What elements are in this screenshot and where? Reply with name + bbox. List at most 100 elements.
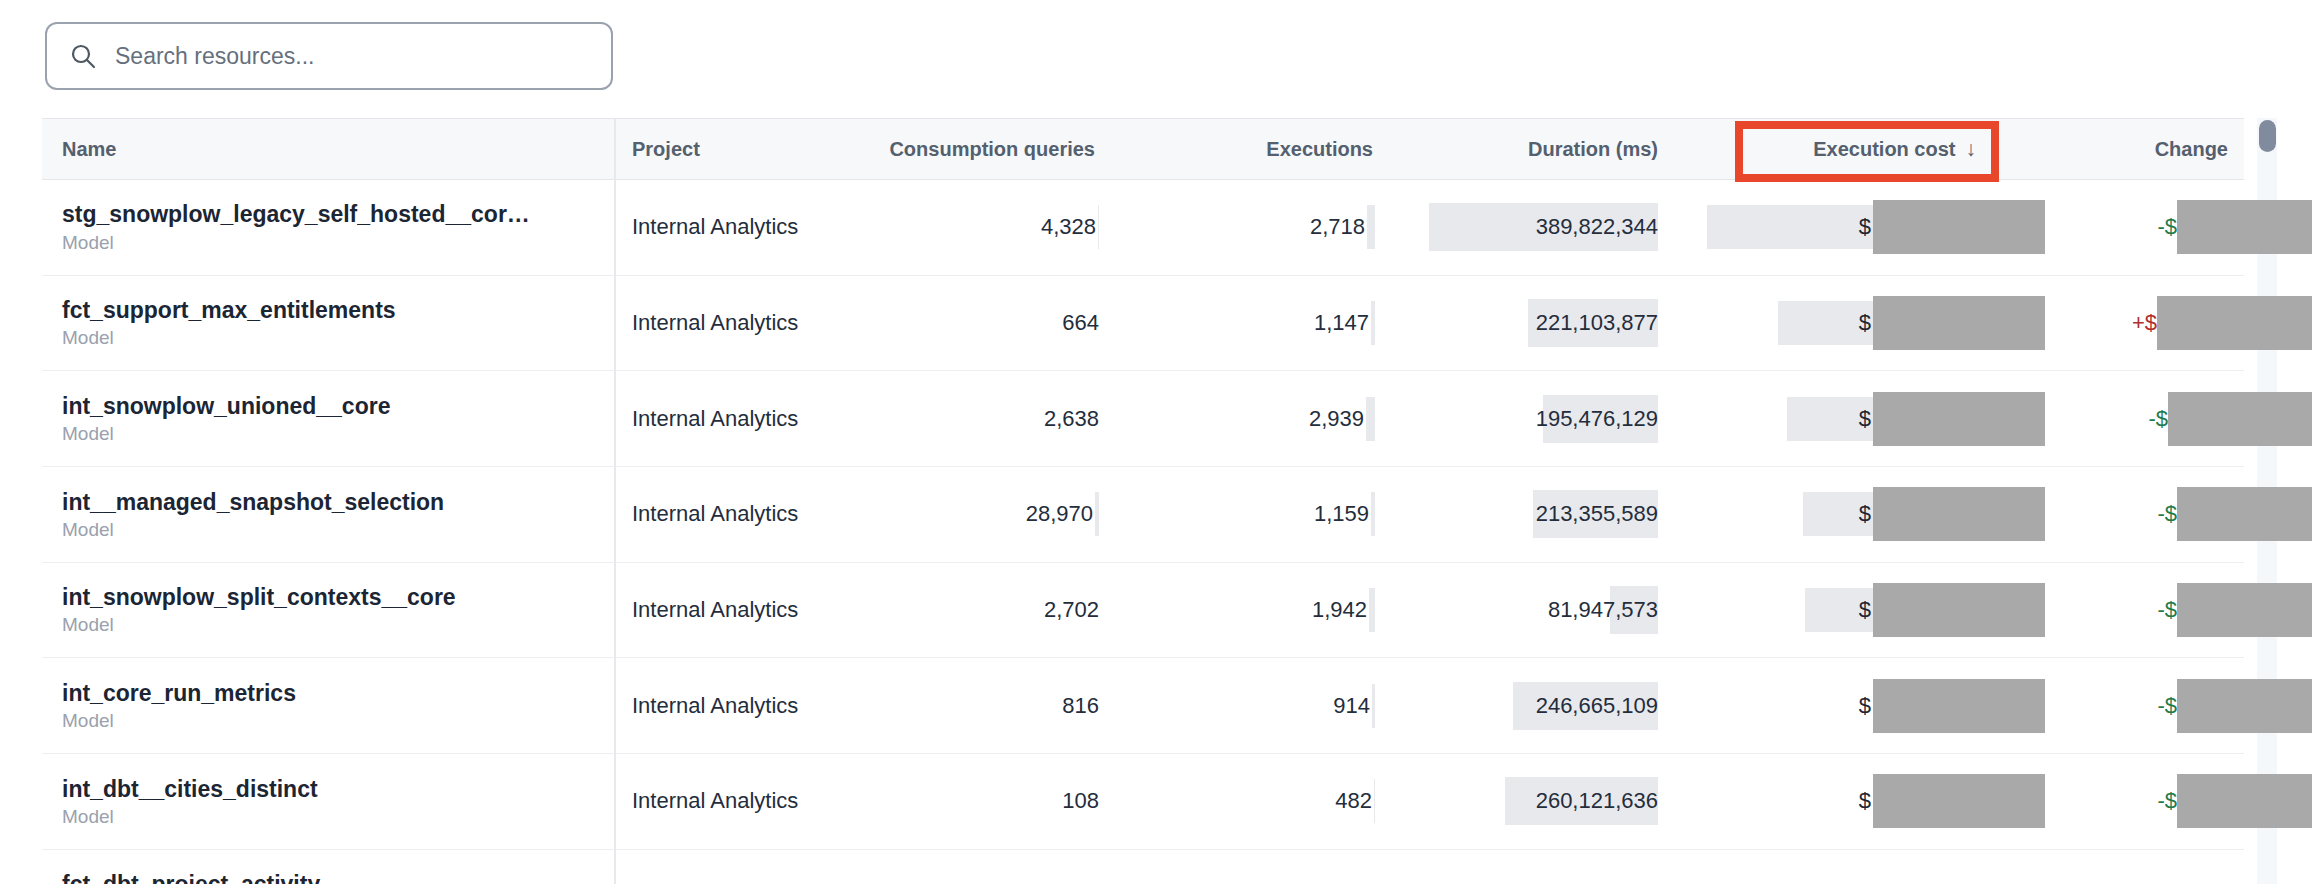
consumption-queries-cell: 664 [832, 276, 1105, 371]
executions-cell-bar [1371, 492, 1375, 536]
resource-type-label: Model [62, 518, 114, 543]
executions-cell-value: 1,147 [1314, 310, 1369, 336]
table-row[interactable]: int__managed_snapshot_selectionModelInte… [42, 467, 2244, 563]
resource-name: fct_support_max_entitlements [62, 295, 396, 326]
project-cell: Internal Analytics [614, 563, 832, 658]
execution-cost-cell: $ [1666, 658, 2048, 753]
change-cell: -$ [2048, 180, 2244, 275]
resource-name-cell[interactable]: int_core_run_metricsModel [42, 658, 614, 753]
column-header-change-label: Change [2155, 138, 2228, 161]
resource-name: fct_dbt_project_activity [62, 869, 320, 884]
column-header-project[interactable]: Project [614, 119, 832, 179]
duration-value: 246,665,109 [1536, 693, 1658, 719]
name-column-divider [614, 118, 616, 884]
executions-cell: 2,939 [1105, 371, 1385, 466]
table-row[interactable]: int_snowplow_unioned__coreModelInternal … [42, 371, 2244, 467]
change-redaction [2177, 679, 2312, 733]
consumption-queries-cell-value: 2,638 [1044, 406, 1099, 432]
execution-cost-redaction [1873, 583, 2045, 637]
duration-value: 213,355,589 [1536, 501, 1658, 527]
resource-name-cell[interactable]: int_snowplow_split_contexts__coreModel [42, 563, 614, 658]
duration-value: 195,476,129 [1536, 406, 1658, 432]
column-header-executions[interactable]: Executions [1105, 119, 1385, 179]
execution-cost-currency: $ [1859, 788, 1873, 814]
sort-desc-icon: ↓ [1966, 137, 1977, 161]
column-header-cost[interactable]: Execution cost↓ [1666, 119, 2048, 179]
table-row[interactable]: int_dbt__cities_distinctModelInternal An… [42, 754, 2244, 850]
resource-name-cell[interactable]: int__managed_snapshot_selectionModel [42, 467, 614, 562]
resource-name: int_core_run_metrics [62, 678, 296, 709]
execution-cost-bar: $ [1859, 684, 1873, 728]
consumption-queries-cell-value: 28,970 [1026, 501, 1093, 527]
resource-name-cell[interactable]: fct_dbt_project_activityModel [42, 850, 614, 884]
resource-type-label: Model [62, 709, 114, 734]
resource-name-cell[interactable]: int_dbt__cities_distinctModel [42, 754, 614, 849]
search-input[interactable] [115, 43, 589, 70]
column-header-duration[interactable]: Duration (ms) [1385, 119, 1666, 179]
search-icon [69, 42, 97, 70]
execution-cost-currency: $ [1859, 693, 1873, 719]
executions-cell: 914 [1105, 658, 1385, 753]
consumption-queries-cell-value: 4,328 [1041, 214, 1096, 240]
duration-cell: 260,121,636 [1385, 754, 1666, 849]
table-row[interactable]: int_snowplow_split_contexts__coreModel In… [42, 563, 2244, 659]
search-bar[interactable] [45, 22, 613, 90]
column-header-name-label: Name [62, 138, 116, 161]
consumption-queries-cell: 2,702 [832, 563, 1105, 658]
project-name: Internal Analytics [632, 310, 798, 336]
resource-name: stg_snowplow_legacy_self_hosted__cor… [62, 199, 530, 230]
execution-cost-bar: $ [1778, 301, 1873, 345]
change-redaction [2168, 392, 2312, 446]
executions-cell-bar [1374, 779, 1375, 823]
project-cell: Internal Analytics [614, 276, 832, 371]
consumption-queries-cell: 28,970 [832, 467, 1105, 562]
project-cell: Internal Analytics [614, 467, 832, 562]
resource-type-label: Model [62, 231, 114, 256]
scrollbar-thumb[interactable] [2259, 120, 2276, 152]
executions-cell-bar [1371, 301, 1375, 345]
project-cell: Internal Analytics [614, 850, 832, 884]
column-header-change[interactable]: Change [2048, 119, 2244, 179]
resource-type-label: Model [62, 805, 114, 830]
change-prefix: -$ [2157, 214, 2177, 240]
project-name: Internal Analytics [632, 693, 798, 719]
change-cell: -$ [2048, 754, 2244, 849]
change-prefix: -$ [2157, 501, 2177, 527]
project-cell: Internal Analytics [614, 371, 832, 466]
execution-cost-redaction [1873, 487, 2045, 541]
consumption-queries-cell: 2,638 [832, 371, 1105, 466]
execution-cost-redaction [1873, 296, 2045, 350]
resource-name-cell[interactable]: stg_snowplow_legacy_self_hosted__cor…Mod… [42, 180, 614, 275]
duration-value: 221,103,877 [1536, 310, 1658, 336]
change-redaction [2177, 487, 2312, 541]
executions-cell: 1,942 [1105, 563, 1385, 658]
table-row[interactable]: fct_dbt_project_activityModelInternal An… [42, 850, 2244, 884]
execution-cost-cell: $ [1666, 371, 2048, 466]
resource-name-cell[interactable]: int_snowplow_unioned__coreModel [42, 371, 614, 466]
execution-cost-bar: $ [1787, 397, 1873, 441]
column-header-name[interactable]: Name [42, 119, 614, 179]
column-header-consumption[interactable]: Consumption queries [832, 119, 1105, 179]
table-row[interactable]: stg_snowplow_legacy_self_hosted__cor…Mod… [42, 180, 2244, 276]
consumption-queries-cell-value: 2,702 [1044, 597, 1099, 623]
duration-cell: 81,947,573 [1385, 563, 1666, 658]
column-header-project-label: Project [632, 138, 700, 161]
consumption-queries-cell: 108 [832, 754, 1105, 849]
change-prefix: -$ [2157, 597, 2177, 623]
duration-cell [1385, 850, 1666, 884]
resource-name-cell[interactable]: fct_support_max_entitlementsModel [42, 276, 614, 371]
execution-cost-cell: $ [1666, 754, 2048, 849]
execution-cost-cell: $ [1666, 276, 2048, 371]
execution-cost-cell: $ [1666, 563, 2048, 658]
project-name: Internal Analytics [632, 597, 798, 623]
resource-type-label: Model [62, 613, 114, 638]
change-cell: -$ [2048, 371, 2244, 466]
consumption-queries-cell [832, 850, 1105, 884]
executions-cell-bar [1367, 205, 1375, 249]
change-cell [2048, 850, 2244, 884]
execution-cost-redaction [1873, 679, 2045, 733]
table-row[interactable]: fct_support_max_entitlementsModel Interna… [42, 276, 2244, 372]
table-row[interactable]: int_core_run_metricsModel Internal Analyt… [42, 658, 2244, 754]
executions-cell: 1,147 [1105, 276, 1385, 371]
execution-cost-currency: $ [1859, 214, 1873, 240]
